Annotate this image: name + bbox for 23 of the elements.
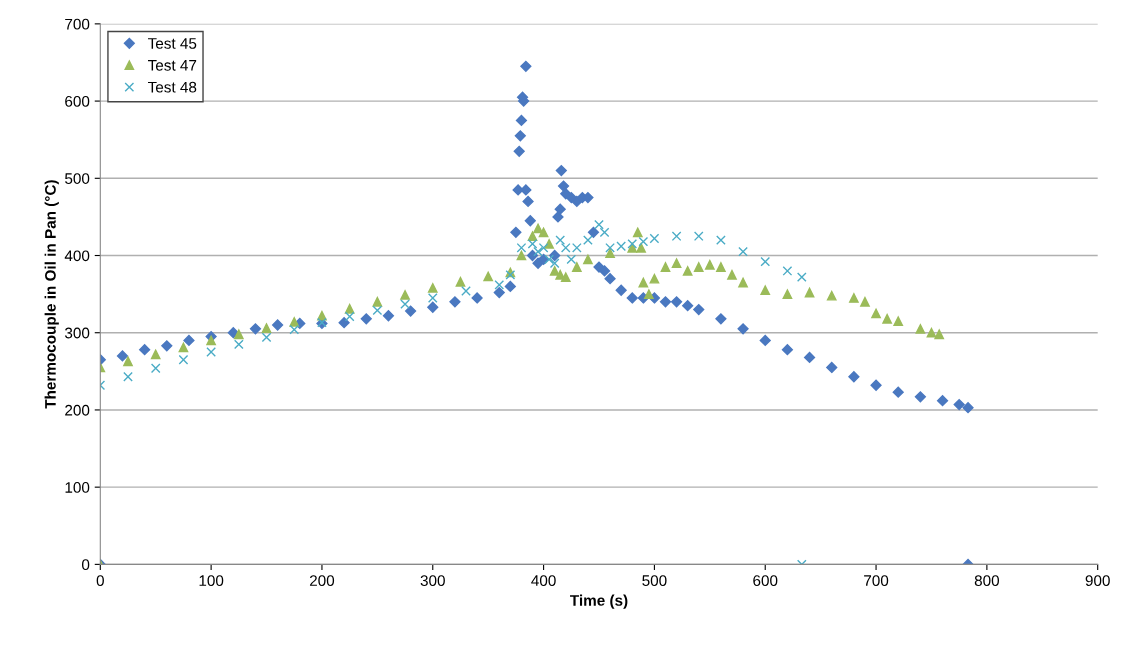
x-tick-label: 500: [642, 575, 667, 587]
y-tick-label: 0: [81, 559, 90, 571]
x-axis-title: Time (s): [570, 594, 628, 609]
legend-label: Test 48: [148, 81, 197, 93]
legend-label: Test 47: [148, 60, 197, 71]
x-tick-label: 0: [96, 575, 104, 587]
y-tick-label: 100: [65, 482, 90, 493]
y-tick-label: 700: [65, 18, 90, 30]
x-tick-label: 600: [753, 575, 778, 587]
y-tick-label: 400: [64, 250, 90, 262]
x-tick-label: 200: [309, 575, 335, 587]
y-axis-title: Thermocouple in Oil in Pan (°C): [44, 180, 59, 409]
y-tick-label: 300: [64, 327, 90, 339]
x-tick-label: 100: [199, 575, 224, 587]
y-tick-label: 500: [65, 173, 90, 184]
legend-label: Test 45: [148, 38, 197, 49]
y-tick-label: 200: [65, 404, 90, 416]
y-tick-label: 600: [65, 95, 90, 107]
x-tick-label: 300: [420, 575, 445, 587]
x-tick-label: 900: [1085, 575, 1110, 587]
x-tick-label: 400: [531, 575, 556, 587]
x-tick-label: 800: [974, 575, 1000, 587]
x-tick-label: 700: [864, 575, 889, 587]
